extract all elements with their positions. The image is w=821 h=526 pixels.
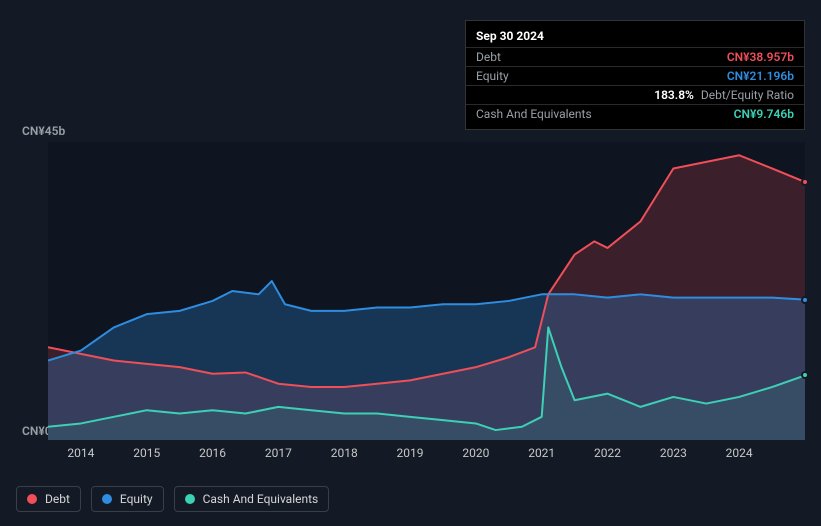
tooltip-date: Sep 30 2024	[466, 27, 804, 47]
x-tick-label: 2023	[660, 446, 687, 460]
legend-dot-icon	[27, 494, 37, 504]
x-tick-label: 2020	[462, 446, 489, 460]
legend-item[interactable]: Equity	[91, 486, 164, 512]
legend-label: Debt	[45, 492, 70, 506]
series-end-marker	[801, 178, 809, 186]
x-tick-label: 2018	[331, 446, 358, 460]
legend-item[interactable]: Cash And Equivalents	[174, 486, 330, 512]
series-end-marker	[801, 371, 809, 379]
tooltip-row: Debt CN¥38.957b	[466, 47, 804, 66]
x-axis: 2014 2015 2016 2017 2018 2019 2020 2021 2022 2023…	[48, 446, 805, 464]
legend-dot-icon	[102, 494, 112, 504]
tooltip-row-label: Cash And Equivalents	[476, 107, 592, 121]
chart-plot-area	[48, 142, 805, 440]
x-tick-label: 2015	[133, 446, 160, 460]
tooltip-box: Sep 30 2024 Debt CN¥38.957b Equity CN¥21.19…	[465, 20, 805, 130]
tooltip-row: Equity CN¥21.196b	[466, 66, 804, 85]
x-tick-label: 2014	[67, 446, 94, 460]
x-tick-label: 2022	[594, 446, 621, 460]
legend-label: Cash And Equivalents	[203, 492, 319, 506]
tooltip-row-value: CN¥21.196b	[727, 69, 794, 83]
tooltip-row-label: Equity	[476, 69, 509, 83]
legend-label: Equity	[120, 492, 153, 506]
x-tick-label: 2019	[397, 446, 424, 460]
legend-item[interactable]: Debt	[16, 486, 81, 512]
x-tick-label: 2016	[199, 446, 226, 460]
legend-dot-icon	[185, 494, 195, 504]
legend: Debt Equity Cash And Equivalents	[16, 486, 329, 512]
tooltip-row-value: 183.8% Debt/Equity Ratio	[654, 88, 794, 102]
y-axis-top-label: CN¥45b	[22, 124, 65, 138]
x-tick-label: 2024	[726, 446, 753, 460]
chart-container: CN¥45b CN¥0 2014201520162017201820192020…	[16, 120, 805, 510]
tooltip-row: 183.8% Debt/Equity Ratio	[466, 85, 804, 104]
tooltip-row-label: Debt	[476, 50, 501, 64]
series-end-marker	[801, 296, 809, 304]
x-tick-label: 2017	[265, 446, 292, 460]
tooltip-row-value: CN¥38.957b	[727, 50, 794, 64]
tooltip-row-value: CN¥9.746b	[734, 107, 794, 121]
x-tick-label: 2021	[528, 446, 555, 460]
